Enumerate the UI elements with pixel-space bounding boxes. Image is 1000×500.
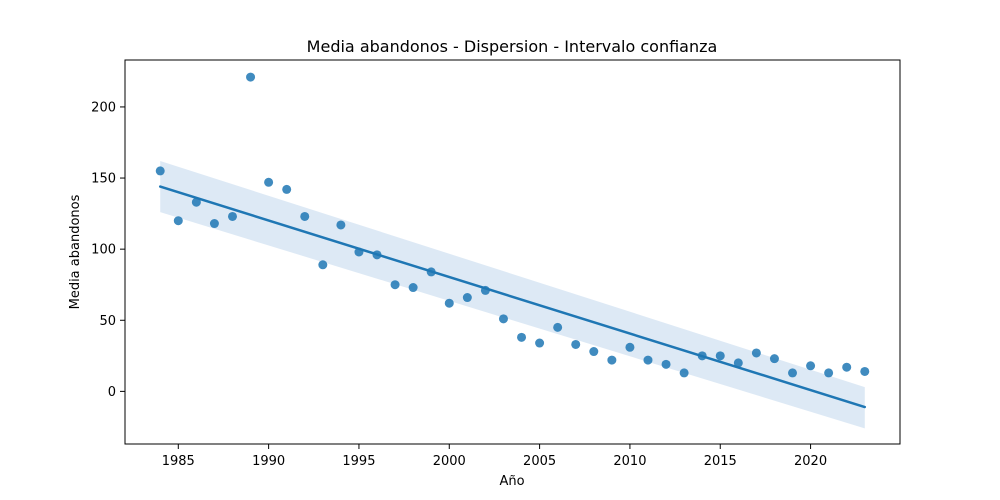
data-point (264, 177, 274, 187)
data-point (282, 184, 292, 194)
data-point (769, 354, 779, 364)
data-point (318, 260, 328, 270)
regression-line (158, 185, 867, 409)
data-point (517, 332, 527, 342)
data-point (842, 362, 852, 372)
data-point (480, 285, 490, 295)
data-point (553, 322, 563, 332)
x-axis-ticks: 1985 1990 1995 2000 2005 2010 2015 2020 (162, 444, 827, 469)
data-point (824, 368, 834, 378)
data-point (498, 314, 508, 324)
y-axis-ticks: 0 50 100 150 200 (91, 100, 125, 400)
data-point (571, 339, 581, 349)
data-point (227, 211, 237, 221)
data-point (751, 348, 761, 358)
y-tick-label: 50 (99, 314, 116, 329)
x-tick-label: 2010 (613, 454, 646, 469)
x-tick-label: 2015 (704, 454, 737, 469)
data-point (191, 197, 201, 207)
data-point (607, 355, 617, 365)
data-point (444, 298, 454, 308)
data-point (643, 355, 653, 365)
x-tick-label: 2005 (523, 454, 556, 469)
data-point (246, 72, 256, 82)
data-point (535, 338, 545, 348)
chart-title: Media abandonos - Dispersion - Intervalo… (307, 37, 718, 56)
data-point (426, 267, 436, 277)
plot-frame (124, 59, 901, 445)
data-point (300, 211, 310, 221)
data-point (336, 220, 346, 230)
confidence-band-area (160, 160, 865, 429)
x-tick-label: 1995 (342, 454, 375, 469)
data-point (354, 247, 364, 257)
y-tick-label: 150 (91, 172, 116, 187)
data-points (155, 72, 870, 378)
y-tick-label: 200 (91, 100, 116, 115)
data-point (860, 366, 870, 376)
data-point (589, 347, 599, 357)
x-axis-title: Año (499, 474, 524, 489)
y-tick-label: 0 (108, 385, 116, 400)
data-point (209, 219, 219, 229)
x-tick-label: 2020 (794, 454, 827, 469)
data-point (462, 293, 472, 303)
data-point (806, 361, 816, 371)
data-point (788, 368, 798, 378)
data-point (372, 250, 382, 260)
y-axis-title: Media abandonos (68, 194, 83, 309)
confidence-band (160, 160, 865, 429)
data-point (697, 351, 707, 361)
data-point (733, 358, 743, 368)
y-tick-label: 100 (91, 243, 116, 258)
regression-line-group (158, 185, 867, 409)
data-point (173, 216, 183, 226)
data-point (408, 283, 418, 293)
x-tick-label: 1985 (162, 454, 195, 469)
x-tick-label: 2000 (433, 454, 466, 469)
data-point (715, 351, 725, 361)
data-point (661, 359, 671, 369)
data-point (390, 280, 400, 290)
data-point (679, 368, 689, 378)
data-point (625, 342, 635, 352)
data-point (155, 166, 165, 176)
x-tick-label: 1990 (252, 454, 285, 469)
